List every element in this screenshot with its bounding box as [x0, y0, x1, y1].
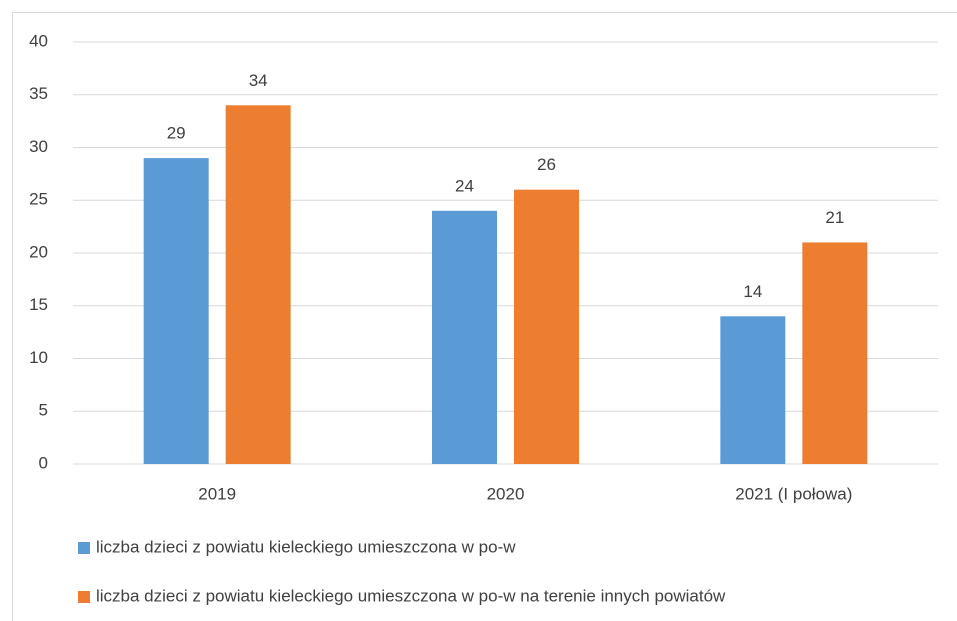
legend-swatch — [78, 591, 90, 603]
data-label: 24 — [455, 176, 474, 195]
y-tick-label: 30 — [29, 137, 48, 156]
chart-frame — [12, 12, 957, 621]
y-tick-label: 10 — [29, 348, 48, 367]
legend-label: liczba dzieci z powiatu kieleckiego umie… — [96, 586, 726, 605]
bar — [720, 316, 786, 464]
x-tick-label: 2020 — [487, 484, 525, 503]
bar — [432, 210, 497, 464]
y-tick-label: 0 — [39, 453, 48, 472]
y-tick-label: 15 — [29, 295, 48, 314]
y-tick-label: 20 — [29, 242, 48, 261]
y-tick-label: 35 — [29, 84, 48, 103]
y-tick-label: 25 — [29, 190, 48, 209]
bar — [225, 105, 291, 465]
data-label: 26 — [537, 155, 556, 174]
data-label: 29 — [167, 124, 186, 143]
bar — [802, 242, 868, 464]
y-tick-label: 5 — [39, 401, 48, 420]
x-tick-label: 2019 — [198, 484, 236, 503]
x-tick-label: 2021 (I połowa) — [735, 484, 852, 503]
legend-swatch — [78, 542, 90, 554]
data-label: 14 — [743, 282, 762, 301]
data-label: 21 — [825, 208, 844, 227]
bar — [143, 158, 209, 465]
bar — [514, 189, 579, 464]
legend-label: liczba dzieci z powiatu kieleckiego umie… — [96, 537, 516, 556]
data-label: 34 — [249, 71, 268, 90]
y-tick-label: 40 — [29, 31, 48, 50]
